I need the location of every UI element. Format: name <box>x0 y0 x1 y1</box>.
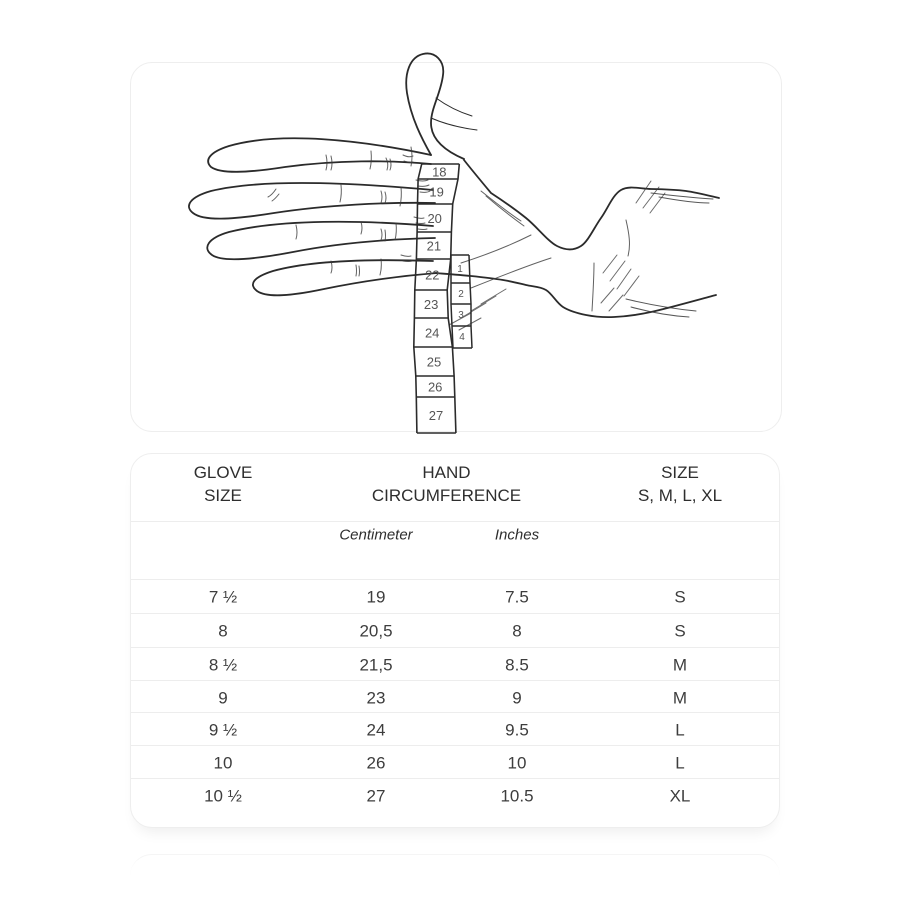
svg-text:23: 23 <box>424 297 438 312</box>
svg-text:19: 19 <box>429 185 443 200</box>
svg-text:3: 3 <box>458 310 464 321</box>
svg-text:26: 26 <box>428 380 442 395</box>
svg-text:22: 22 <box>425 268 439 283</box>
svg-text:4: 4 <box>459 332 465 343</box>
svg-text:2: 2 <box>458 289 464 300</box>
svg-text:27: 27 <box>429 408 443 423</box>
svg-text:24: 24 <box>425 326 439 341</box>
svg-text:18: 18 <box>432 165 446 180</box>
svg-text:25: 25 <box>427 355 441 370</box>
svg-text:1: 1 <box>457 264 463 275</box>
svg-text:21: 21 <box>427 239 441 254</box>
svg-text:20: 20 <box>427 211 441 226</box>
